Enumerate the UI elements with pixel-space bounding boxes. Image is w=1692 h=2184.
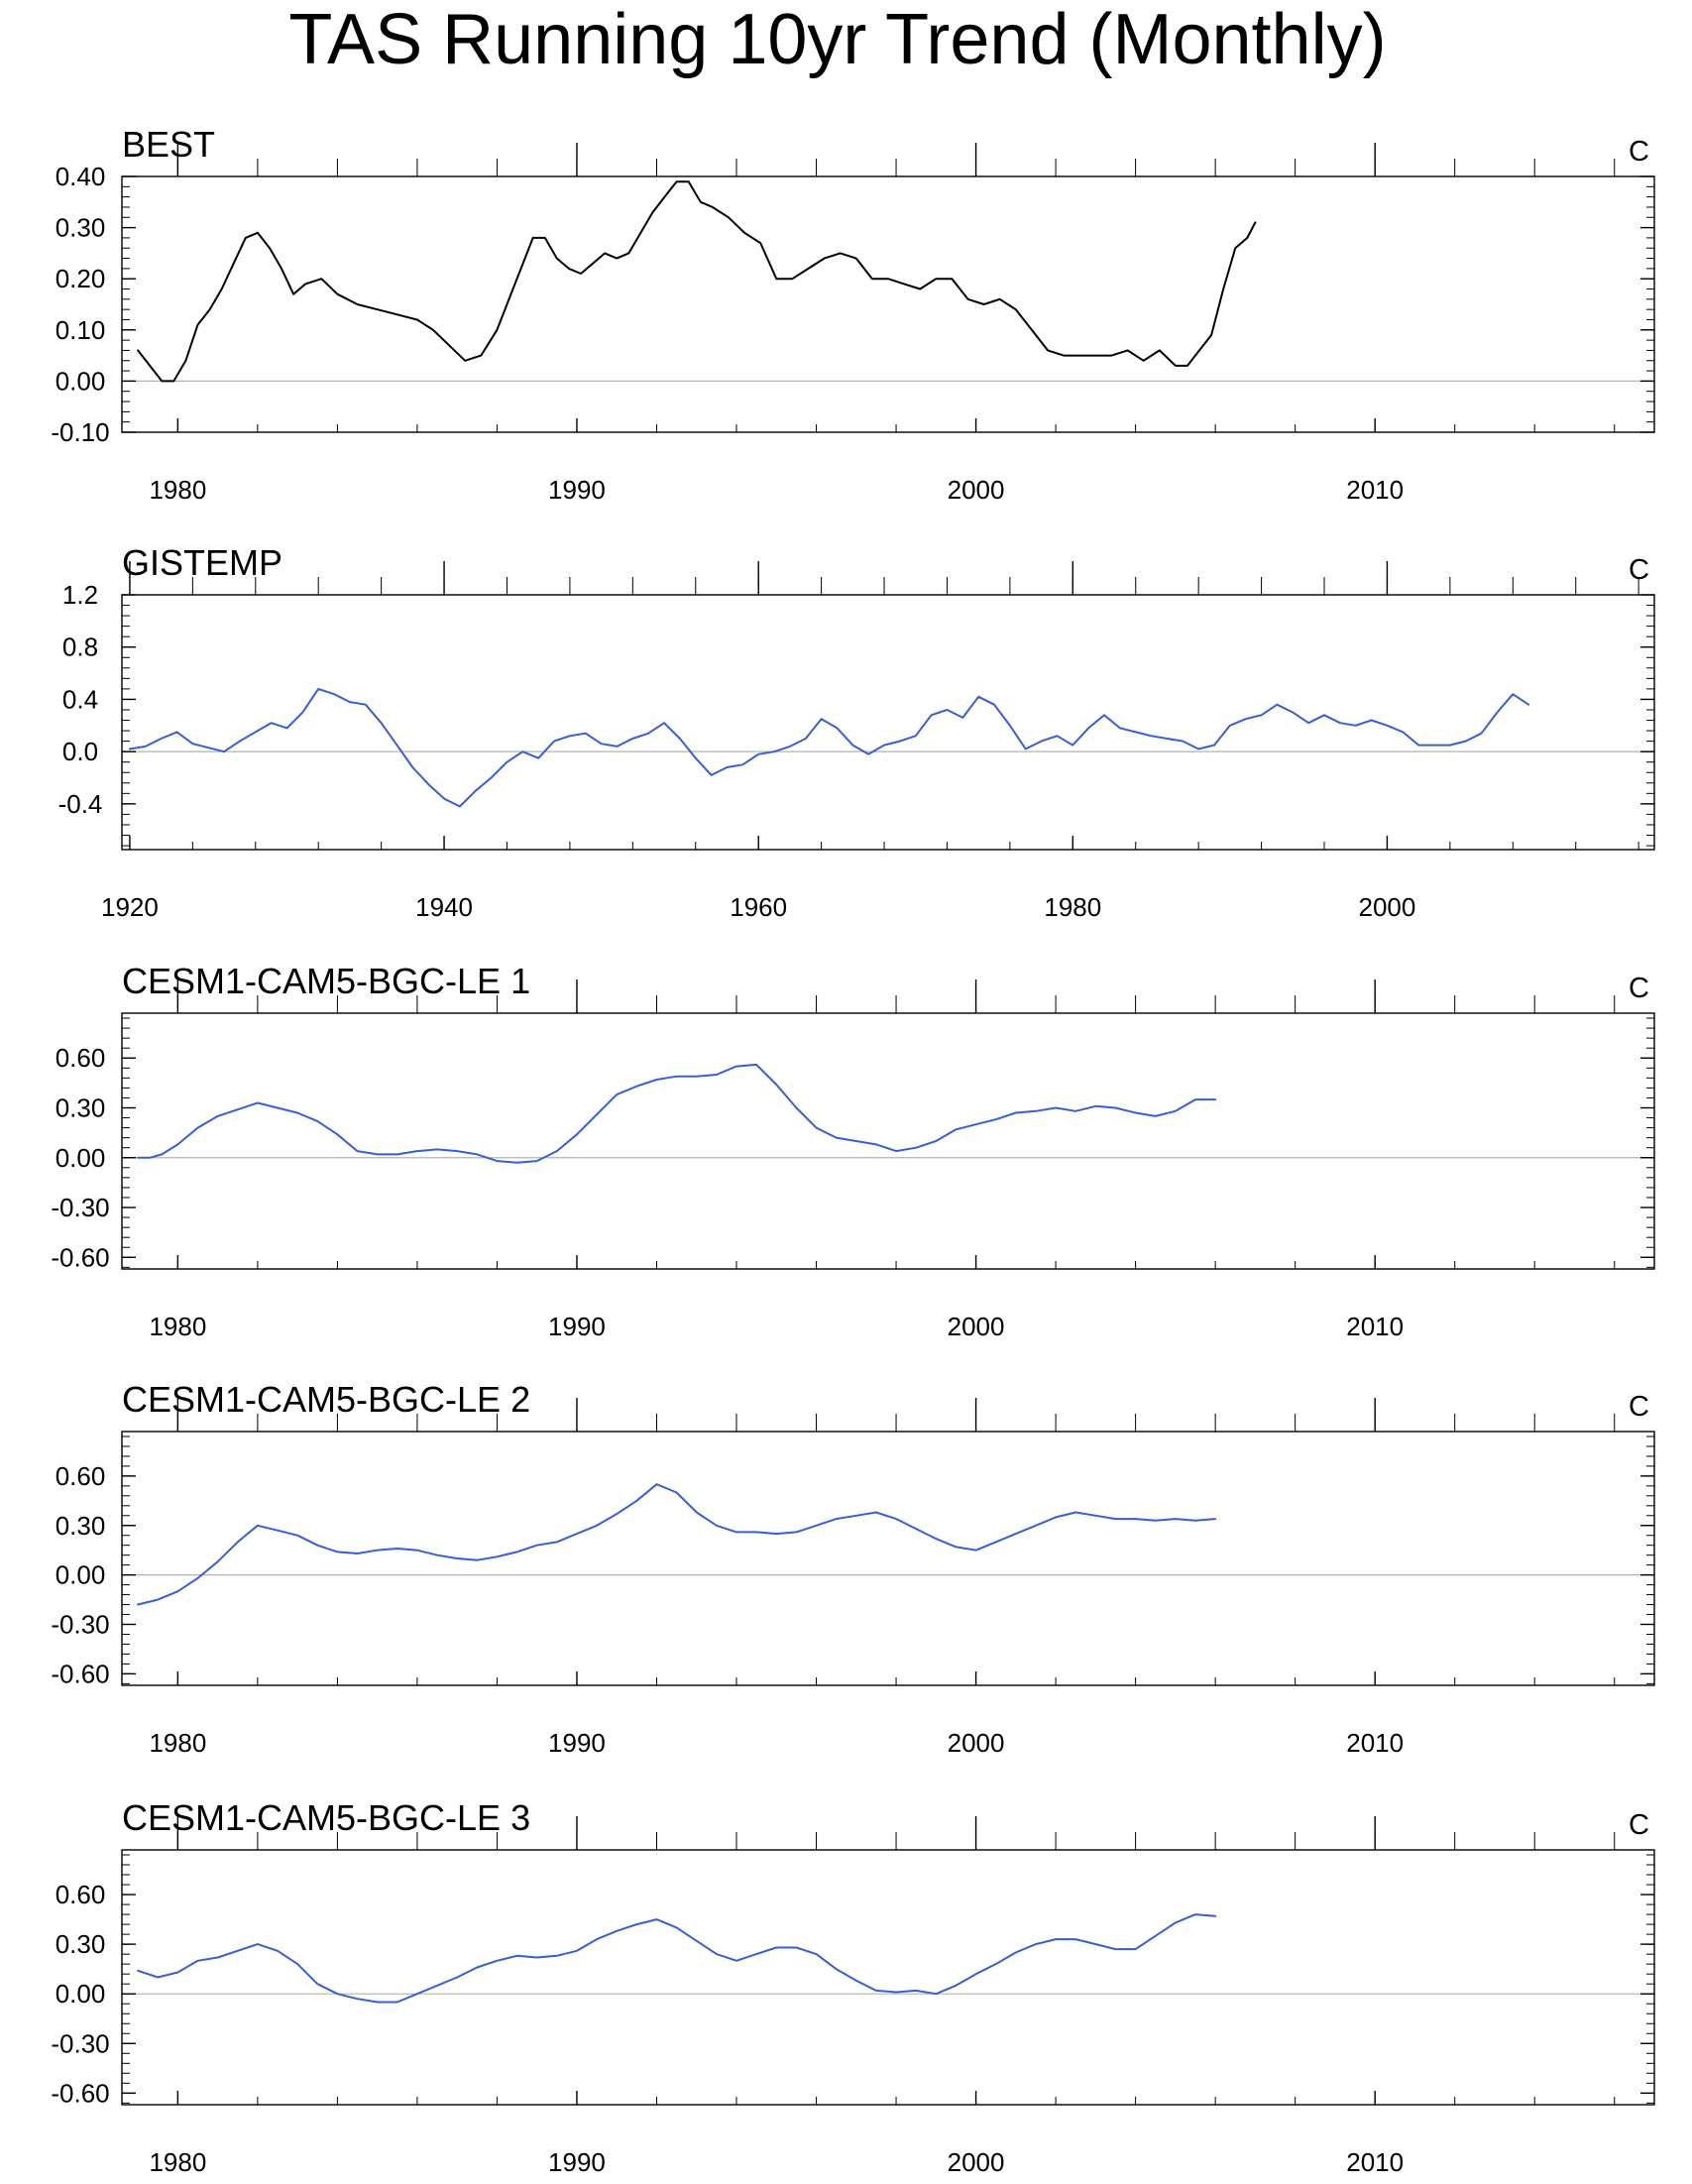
panel-title: GISTEMP [122, 542, 282, 583]
y-tick-label: -0.4 [58, 789, 103, 819]
plot-frame [121, 1012, 1655, 1270]
x-tick-label: 1960 [730, 892, 787, 922]
y-tick-label: 0.00 [56, 366, 106, 396]
series-line [128, 687, 1530, 808]
x-tick-label: 1980 [1044, 892, 1101, 922]
units-label: C [1629, 1391, 1649, 1423]
panel-3: CESM1-CAM5-BGC-LE 1 C -0.60 -0.30 0.00 0.30 0.… [51, 961, 1655, 1341]
x-tick-label: 2000 [948, 1312, 1005, 1341]
panels: BEST C -0.10 0.00 0.10 0.20 0.30 0.40 1980 1990 20… [51, 124, 1655, 2177]
x-tick-label: 2010 [1346, 1312, 1404, 1341]
y-tick-label: 0.10 [56, 315, 106, 345]
y-tick-label: -0.30 [51, 1609, 109, 1639]
units-label: C [1629, 973, 1649, 1004]
y-tick-label: 0.60 [56, 1043, 106, 1073]
y-tick-label: -0.10 [51, 417, 109, 447]
panel-1: BEST C -0.10 0.00 0.10 0.20 0.30 0.40 1980 1990 20… [51, 124, 1655, 505]
panel-title: CESM1-CAM5-BGC-LE 2 [122, 1379, 530, 1420]
x-tick-label: 1920 [101, 892, 159, 922]
y-tick-label: 0.0 [62, 737, 98, 766]
chart-main-title: TAS Running 10yr Trend (Monthly) [288, 0, 1386, 79]
x-tick-label: 2010 [1346, 2147, 1404, 2177]
plot-frame [121, 594, 1655, 851]
x-tick-label: 1980 [149, 1312, 206, 1341]
series-line [137, 1063, 1217, 1164]
y-tick-label: 0.00 [56, 1143, 106, 1173]
y-tick-label: 0.8 [62, 632, 98, 662]
y-tick-label: 0.30 [56, 1511, 106, 1541]
y-tick-label: 0.30 [56, 1929, 106, 1959]
y-tick-label: -0.30 [51, 1193, 109, 1222]
units-label: C [1629, 136, 1649, 168]
y-tick-label: 1.2 [62, 580, 98, 610]
panel-title: CESM1-CAM5-BGC-LE 3 [122, 1797, 530, 1838]
panel-4: CESM1-CAM5-BGC-LE 2 C -0.60 -0.30 0.00 0.30 0.… [51, 1379, 1655, 1758]
series-line [137, 180, 1257, 383]
plot-frame [121, 175, 1655, 433]
x-tick-label: 1980 [149, 1728, 206, 1758]
y-tick-label: 0.30 [56, 213, 106, 243]
x-tick-label: 2000 [948, 2147, 1005, 2177]
y-tick-label: -0.30 [51, 2028, 109, 2058]
panel-5: CESM1-CAM5-BGC-LE 3 C -0.60 -0.30 0.00 0.30 0.… [51, 1797, 1655, 2177]
x-tick-label: 2010 [1346, 475, 1404, 505]
y-tick-label: 0.30 [56, 1092, 106, 1122]
panel-2: GISTEMP C -0.4 0.0 0.4 0.8 1.2 1920 1940 1960 1980… [58, 542, 1655, 922]
y-tick-label: -0.60 [51, 1659, 109, 1688]
x-tick-label: 2010 [1346, 1728, 1404, 1758]
x-tick-label: 1990 [548, 1728, 606, 1758]
y-tick-label: 0.60 [56, 1461, 106, 1491]
units-label: C [1629, 554, 1649, 586]
y-tick-label: 0.00 [56, 1979, 106, 2009]
units-label: C [1629, 1809, 1649, 1841]
series-line [137, 1483, 1217, 1606]
y-tick-label: -0.60 [51, 2078, 109, 2108]
x-tick-label: 1980 [149, 475, 206, 505]
x-tick-label: 1990 [548, 1312, 606, 1341]
series-line [137, 1913, 1217, 2004]
x-tick-label: 1940 [415, 892, 473, 922]
panel-title: CESM1-CAM5-BGC-LE 1 [122, 961, 530, 1001]
y-tick-label: 0.40 [56, 162, 106, 191]
x-tick-label: 2000 [1359, 892, 1416, 922]
plot-frame [121, 1849, 1655, 2106]
y-tick-label: 0.20 [56, 264, 106, 293]
y-tick-label: 0.00 [56, 1560, 106, 1590]
y-tick-label: -0.60 [51, 1242, 109, 1272]
x-tick-label: 1980 [149, 2147, 206, 2177]
y-tick-label: 0.60 [56, 1880, 106, 1909]
x-tick-label: 1990 [548, 2147, 606, 2177]
plot-frame [121, 1431, 1655, 1686]
panel-title: BEST [122, 124, 215, 165]
y-tick-label: 0.4 [62, 684, 98, 714]
x-tick-label: 2000 [948, 475, 1005, 505]
x-tick-label: 2000 [948, 1728, 1005, 1758]
x-tick-label: 1990 [548, 475, 606, 505]
